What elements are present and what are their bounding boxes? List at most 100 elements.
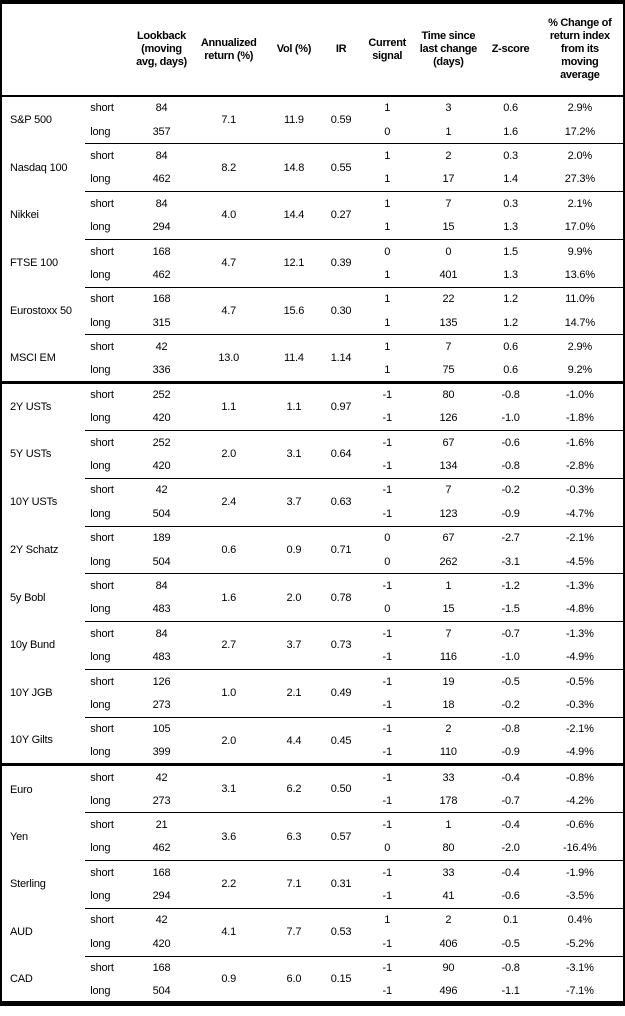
col-header-ir: IR <box>319 2 363 97</box>
pct-change-cell: 11.0% <box>536 286 624 312</box>
horizon-cell: long <box>90 173 111 186</box>
lookback-cell: 126 <box>133 668 190 694</box>
horizon-cell: long <box>90 890 111 903</box>
signal-cell: 1 <box>384 316 391 329</box>
z-score-cell: -1.1 <box>501 984 520 997</box>
z-score-cell: -0.8 <box>484 381 537 407</box>
pct-change-cell: 27.3% <box>564 173 595 186</box>
signal-cell: -1 <box>362 477 413 503</box>
lookback-cell: 420 <box>152 460 171 473</box>
horizon-cell: short <box>85 763 134 789</box>
horizon-cell: long <box>90 316 111 329</box>
asset-row-short: FTSE 100 short 168 4.7 12.1 0.39 0 0 1.5 9.9% <box>1 238 624 288</box>
signal-cell: -1 <box>362 716 413 742</box>
asset-row-short: 10Y JGB short 126 1.0 2.1 0.49 -1 19 -0.5 -0.5% <box>1 668 624 718</box>
asset-row-long: long 483 -1 116 -1.0 -4.9% <box>1 645 624 669</box>
annualized-return-cell: 2.7 <box>189 621 268 670</box>
asset-row-short: Yen short 21 3.6 6.3 0.57 -1 1 -0.4 -0.6% <box>1 812 624 861</box>
time-since-change-cell: 7 <box>412 477 485 503</box>
time-since-change-cell: 134 <box>439 460 458 473</box>
lookback-cell: 504 <box>152 984 171 997</box>
table-header: Lookback (moving avg, days) Annualized r… <box>1 2 624 97</box>
z-score-cell: -0.7 <box>484 621 537 646</box>
time-since-change-cell: 19 <box>412 668 485 694</box>
signal-cell: 1 <box>362 907 413 933</box>
asset-row-short: CAD short 168 0.9 6.0 0.15 -1 90 -0.8 -3.1% <box>1 955 624 1004</box>
time-since-change-cell: 41 <box>442 890 455 903</box>
horizon-cell: long <box>90 268 111 281</box>
pct-change-cell: -1.6% <box>536 429 624 455</box>
z-score-cell: -0.8 <box>484 716 537 742</box>
z-score-cell: -2.7 <box>484 525 537 550</box>
asset-row-short: 2Y USTs short 252 1.1 1.1 0.97 -1 80 -0.8 -1.0% <box>1 381 624 431</box>
time-since-change-cell: 1 <box>412 573 485 598</box>
col-header-vol: Vol (%) <box>267 2 320 97</box>
pct-change-cell: -1.0% <box>536 381 624 407</box>
asset-row-short: 2Y Schatz short 189 0.6 0.9 0.71 0 67 -2.7 -2.1% <box>1 525 624 574</box>
time-since-change-cell: 116 <box>439 651 457 664</box>
ir-cell: 0.63 <box>319 477 363 527</box>
asset-name-cell: MSCI EM <box>10 352 56 365</box>
asset-row-long: long 357 0 1 1.6 17.2% <box>1 120 624 144</box>
pct-change-cell: -4.5% <box>565 555 594 568</box>
asset-row-long: long 462 0 80 -2.0 -16.4% <box>1 837 624 861</box>
vol-cell: 6.0 <box>267 955 320 1004</box>
time-since-change-cell: 90 <box>412 955 485 980</box>
asset-name-cell: Nasdaq 100 <box>10 161 68 174</box>
ir-cell: 0.71 <box>319 525 363 574</box>
horizon-cell: short <box>85 907 134 933</box>
lookback-cell: 462 <box>152 268 171 281</box>
pct-change-cell: -4.8% <box>565 603 594 616</box>
annualized-return-cell: 0.6 <box>189 525 268 574</box>
time-since-change-cell: 67 <box>412 525 485 550</box>
asset-row-short: 5Y USTs short 252 2.0 3.1 0.64 -1 67 -0.6 -1.6% <box>1 429 624 479</box>
lookback-cell: 357 <box>152 125 171 138</box>
annualized-return-cell: 2.0 <box>189 429 268 479</box>
asset-name-cell: 10y Bund <box>10 639 55 652</box>
z-score-cell: 1.4 <box>503 173 518 186</box>
horizon-cell: short <box>85 716 134 742</box>
signal-cell: 0 <box>384 125 391 138</box>
asset-name-cell: FTSE 100 <box>10 257 58 270</box>
horizon-cell: long <box>90 363 111 376</box>
lookback-cell: 168 <box>133 955 190 980</box>
z-score-cell: -0.9 <box>501 507 520 520</box>
lookback-cell: 273 <box>152 794 171 807</box>
header-row: Lookback (moving avg, days) Annualized r… <box>1 2 624 97</box>
signal-cell: -1 <box>382 507 392 520</box>
pct-change-cell: -4.7% <box>565 507 594 520</box>
lookback-cell: 462 <box>152 173 171 186</box>
lookback-cell: 504 <box>152 555 171 568</box>
asset-name-cell: S&P 500 <box>10 114 52 127</box>
signal-cell: -1 <box>362 621 413 646</box>
z-score-cell: 1.2 <box>484 286 537 312</box>
annualized-return-cell: 7.1 <box>189 95 268 144</box>
ir-cell: 0.39 <box>319 238 363 288</box>
time-since-change-cell: 15 <box>442 603 455 616</box>
pct-change-cell: 17.0% <box>564 221 595 234</box>
vol-cell: 7.7 <box>267 907 320 957</box>
asset-name-cell: 2Y Schatz <box>10 543 59 556</box>
horizon-cell: short <box>85 621 134 646</box>
horizon-cell: long <box>90 984 111 997</box>
pct-change-cell: 17.2% <box>564 125 595 138</box>
horizon-cell: long <box>90 507 111 520</box>
col-header-asset <box>1 2 134 97</box>
time-since-change-cell: 80 <box>412 381 485 407</box>
asset-row-short: Euro short 42 3.1 6.2 0.50 -1 33 -0.4 -0.8% <box>1 763 624 813</box>
annualized-return-cell: 4.7 <box>189 238 268 288</box>
horizon-cell: long <box>90 221 111 234</box>
annualized-return-cell: 1.1 <box>189 381 268 431</box>
horizon-cell: short <box>85 381 134 407</box>
ir-cell: 0.45 <box>319 716 363 765</box>
z-score-cell: -1.0 <box>501 651 520 664</box>
signal-cell: -1 <box>362 381 413 407</box>
signal-cell: -1 <box>382 890 392 903</box>
signal-cell: 1 <box>384 173 391 186</box>
ir-cell: 1.14 <box>319 334 363 383</box>
pct-change-cell: -0.3% <box>536 477 624 503</box>
z-score-cell: -3.1 <box>501 555 520 568</box>
z-score-cell: -0.8 <box>501 460 520 473</box>
vol-cell: 4.4 <box>267 716 320 765</box>
ir-cell: 0.55 <box>319 143 363 192</box>
